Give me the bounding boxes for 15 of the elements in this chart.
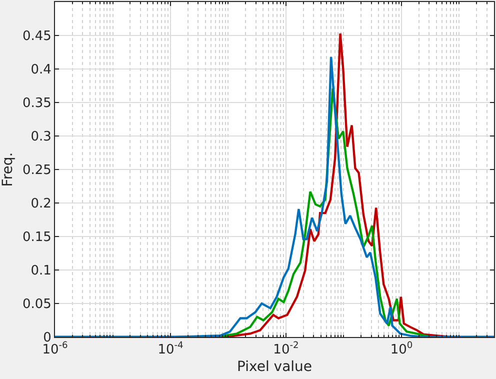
- x-tick-label: 10$^{-4}$: [158, 341, 184, 358]
- y-tick-label: 0.2: [30, 196, 52, 212]
- y-tick-label: 0.05: [22, 297, 52, 312]
- x-tick-label: 10$^{0}$: [390, 341, 413, 358]
- y-tick-label: 0.35: [22, 96, 52, 112]
- y-tick-label: 0.4: [30, 62, 52, 78]
- y-tick-label: 0.1: [30, 264, 52, 279]
- x-axis-title: Pixel value: [236, 358, 312, 375]
- y-tick-label: 0.45: [22, 29, 52, 44]
- x-tick-label: 10$^{-6}$: [42, 341, 68, 358]
- y-tick-label: 0.15: [22, 230, 52, 246]
- y-tick-label: 0.3: [30, 130, 52, 145]
- y-tick-label: 0.25: [22, 163, 52, 178]
- y-axis-title: Freq.: [0, 152, 16, 187]
- x-tick-label: 10$^{-2}$: [273, 341, 299, 358]
